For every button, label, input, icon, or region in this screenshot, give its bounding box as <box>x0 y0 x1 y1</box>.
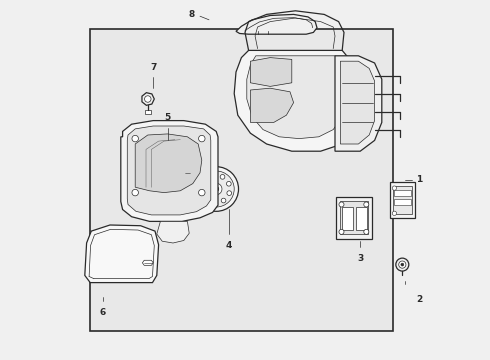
Circle shape <box>211 173 216 178</box>
Text: 2: 2 <box>416 295 422 304</box>
Circle shape <box>392 211 396 215</box>
FancyBboxPatch shape <box>393 186 412 214</box>
Circle shape <box>399 261 406 268</box>
Polygon shape <box>142 93 154 105</box>
FancyBboxPatch shape <box>181 170 190 175</box>
Circle shape <box>364 229 369 234</box>
FancyBboxPatch shape <box>342 207 353 230</box>
Circle shape <box>132 189 139 196</box>
Polygon shape <box>250 88 294 122</box>
Text: 3: 3 <box>357 254 363 263</box>
Polygon shape <box>234 50 360 151</box>
Circle shape <box>200 187 205 192</box>
Polygon shape <box>135 134 202 193</box>
FancyBboxPatch shape <box>390 181 416 218</box>
Circle shape <box>364 202 369 207</box>
FancyBboxPatch shape <box>336 197 372 239</box>
Circle shape <box>198 135 205 142</box>
Text: 8: 8 <box>188 10 195 19</box>
Text: 1: 1 <box>416 175 422 184</box>
Circle shape <box>203 178 208 183</box>
FancyBboxPatch shape <box>356 207 368 230</box>
Circle shape <box>220 175 225 179</box>
Circle shape <box>132 135 139 142</box>
Polygon shape <box>157 221 189 243</box>
Circle shape <box>401 263 404 266</box>
Circle shape <box>226 181 231 186</box>
Circle shape <box>212 200 217 205</box>
FancyBboxPatch shape <box>340 201 368 234</box>
Polygon shape <box>85 225 159 283</box>
Circle shape <box>198 171 234 207</box>
Circle shape <box>227 191 232 195</box>
Text: 6: 6 <box>99 308 106 317</box>
Circle shape <box>198 189 205 196</box>
Circle shape <box>214 186 219 192</box>
Text: 7: 7 <box>150 63 156 72</box>
Polygon shape <box>250 58 292 86</box>
Text: 4: 4 <box>225 241 232 250</box>
FancyBboxPatch shape <box>394 190 411 196</box>
Polygon shape <box>335 56 382 151</box>
Circle shape <box>145 96 151 102</box>
Bar <box>90 29 392 331</box>
Polygon shape <box>247 56 347 139</box>
Circle shape <box>339 202 344 207</box>
Circle shape <box>339 229 344 234</box>
FancyBboxPatch shape <box>394 199 411 205</box>
Circle shape <box>194 167 239 211</box>
Circle shape <box>210 183 222 195</box>
Polygon shape <box>341 61 374 144</box>
Circle shape <box>221 198 226 203</box>
Circle shape <box>204 196 208 201</box>
Polygon shape <box>143 260 153 265</box>
Polygon shape <box>236 14 317 34</box>
Circle shape <box>392 186 396 190</box>
Polygon shape <box>127 126 211 215</box>
Polygon shape <box>121 121 218 221</box>
FancyBboxPatch shape <box>145 110 151 114</box>
Circle shape <box>396 258 409 271</box>
Text: 5: 5 <box>165 113 171 122</box>
